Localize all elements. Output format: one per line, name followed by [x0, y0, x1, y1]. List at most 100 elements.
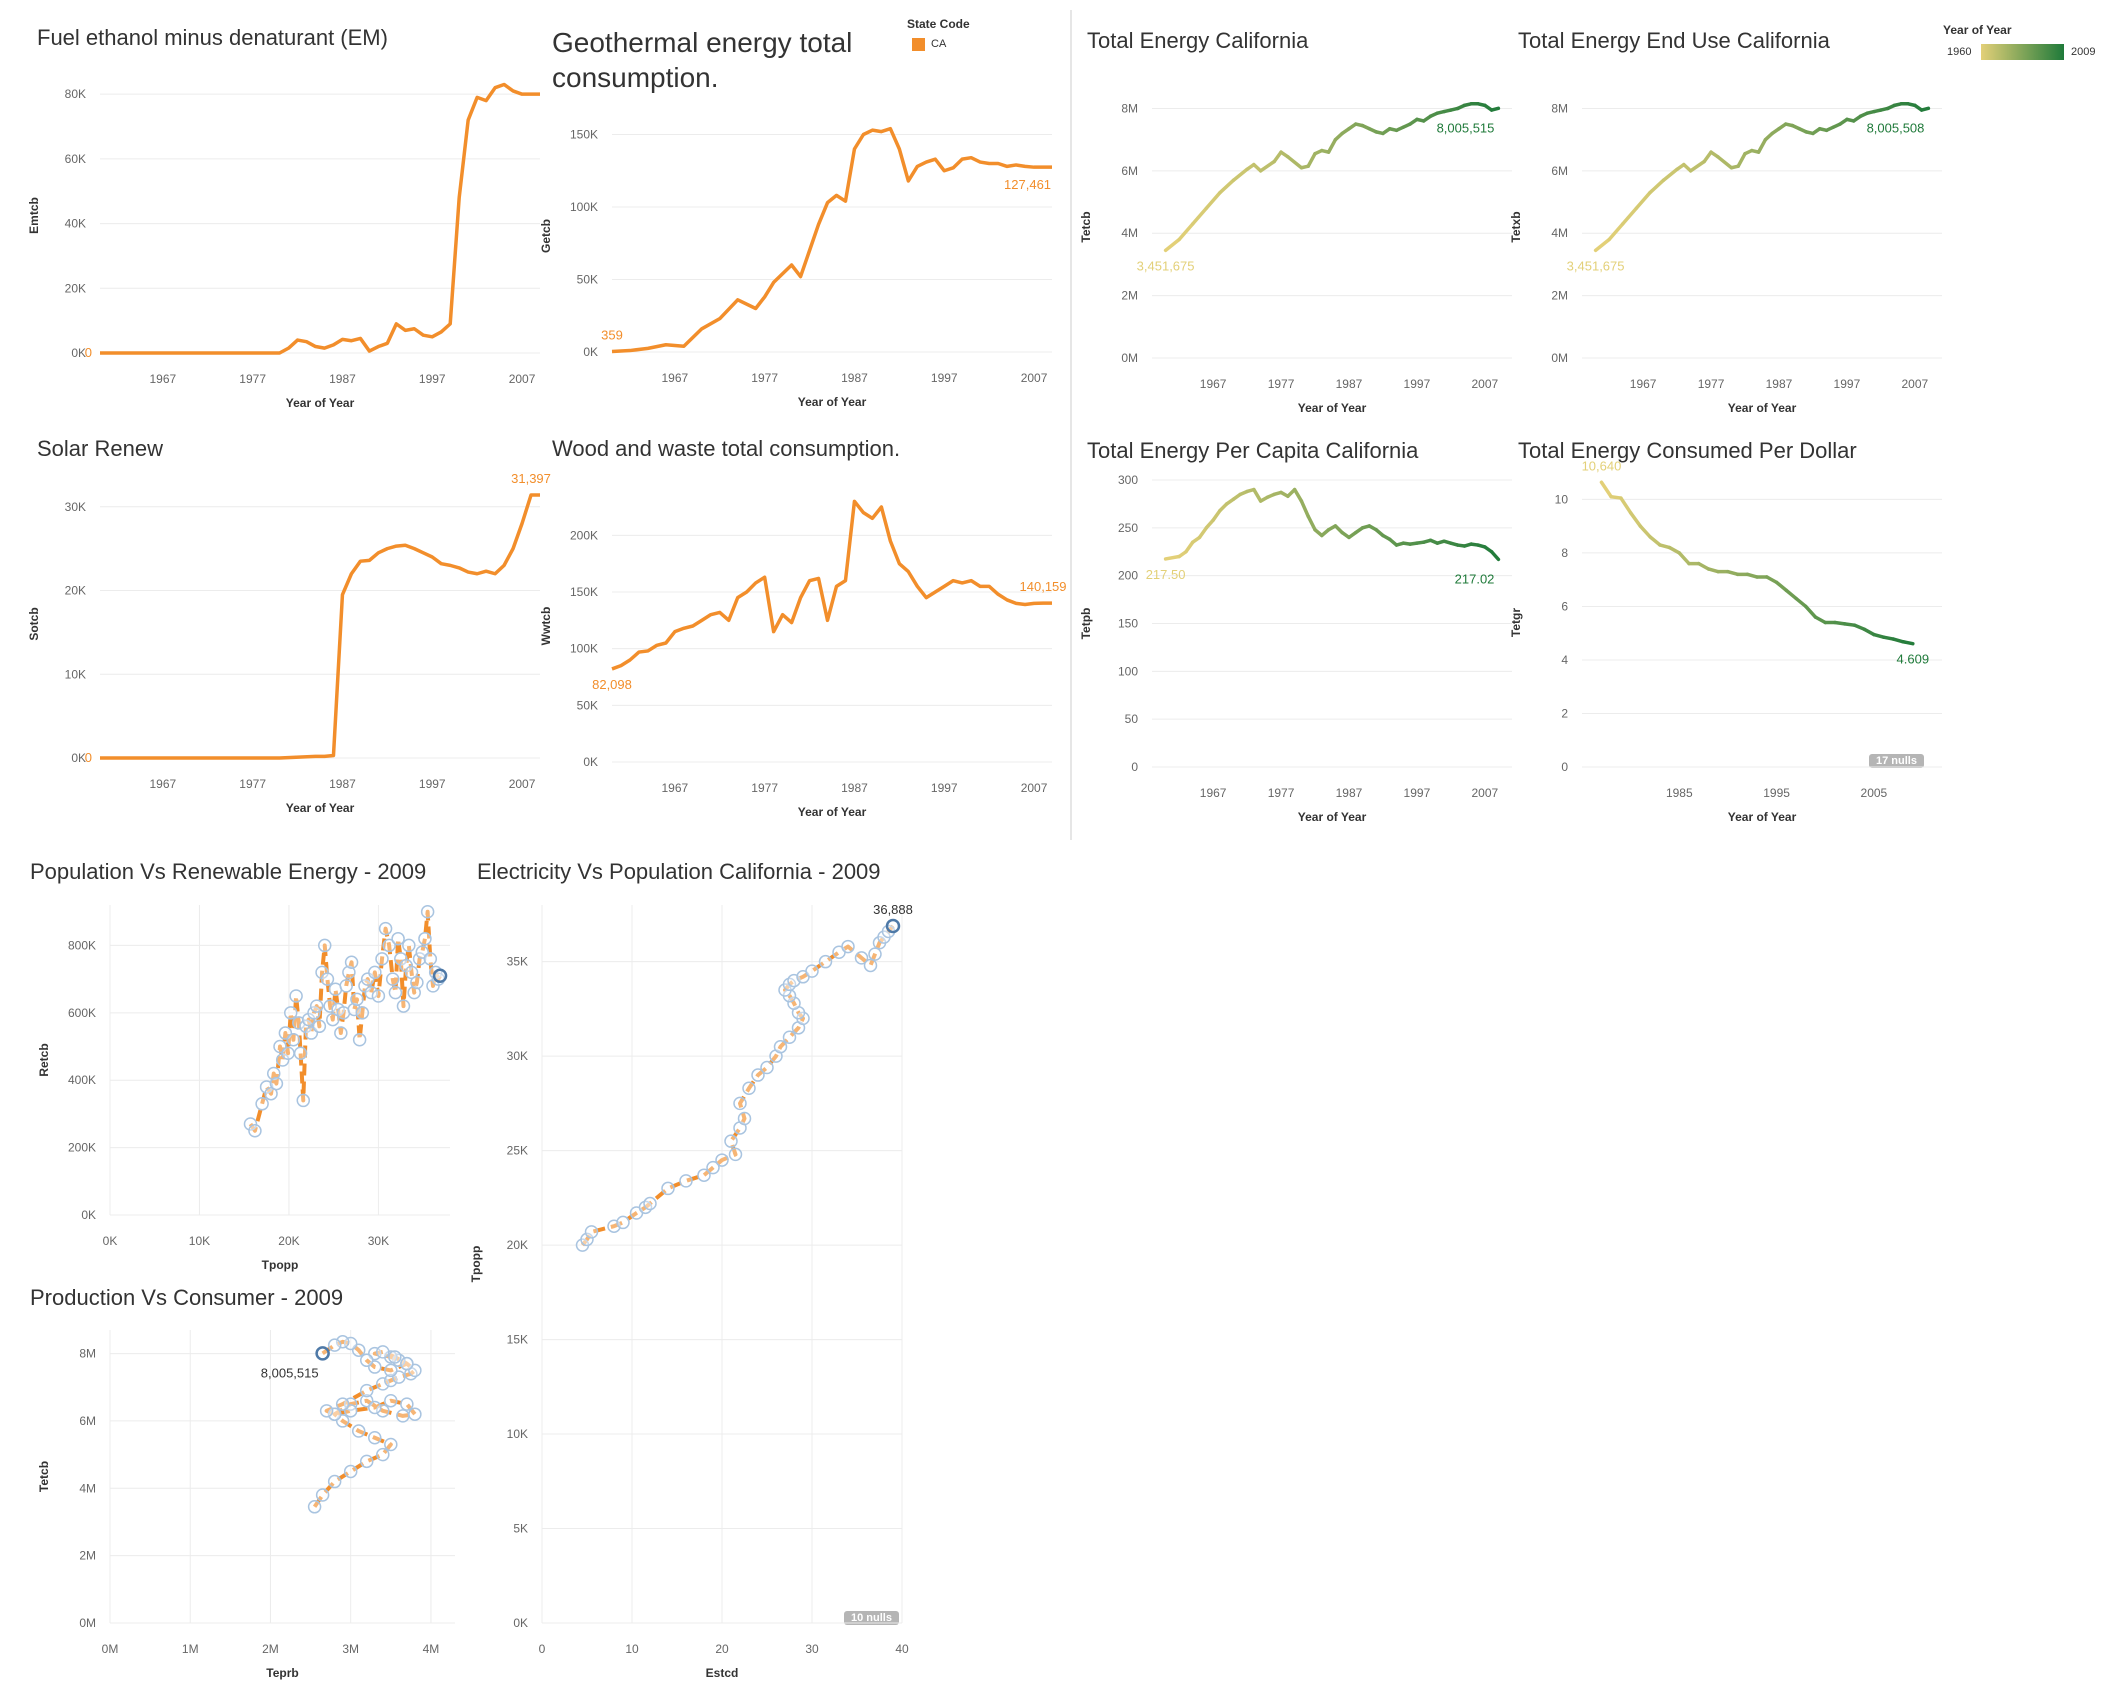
chart-ethanol: 0K 20K 40K 60K 80K 1967 1977 1987 1997 2007 Year o…	[27, 82, 540, 410]
x-tick-label: 1967	[662, 371, 689, 385]
data-point	[854, 951, 869, 965]
data-point	[733, 1096, 747, 1111]
legend-label-ca: CA	[931, 38, 947, 50]
series-line	[611, 126, 1052, 354]
data-point	[317, 938, 332, 953]
x-tick-label: 20K	[278, 1234, 299, 1248]
x-tick-label: 0	[539, 1642, 546, 1656]
data-point	[410, 975, 424, 990]
y-tick-label: 40K	[65, 217, 86, 231]
series-line-segment	[1218, 178, 1236, 195]
data-point	[289, 989, 303, 1003]
y-axis-title: Wwtcb	[539, 607, 553, 646]
data-point	[385, 972, 400, 986]
x-tick-label: 2007	[509, 372, 536, 386]
data-point	[885, 918, 901, 934]
y-tick-label: 150	[1118, 617, 1138, 631]
y-tick-label: 0	[1561, 760, 1568, 774]
data-point	[376, 1345, 390, 1359]
series-line-segment	[1286, 155, 1304, 170]
y-axis-title: Tetpb	[1079, 608, 1093, 640]
y-tick-label: 2M	[79, 1549, 96, 1563]
x-tick-label: 1997	[1834, 377, 1861, 391]
data-point	[309, 999, 324, 1013]
legend-gradient-bar[interactable]	[1981, 44, 2064, 60]
data-point	[293, 1046, 308, 1061]
series-line-segment	[1489, 106, 1501, 112]
divider	[1070, 10, 1072, 840]
x-tick-label: 2007	[1021, 371, 1048, 385]
series-line-segment	[1231, 167, 1249, 182]
data-label: 10,640	[1582, 458, 1622, 473]
x-tick-label: 1977	[1268, 786, 1295, 800]
chart-total_energy: 0M 2M 4M 6M 8M 1967 1977 1987 1997 2007 Year of Ye…	[1079, 101, 1512, 415]
y-tick-label: 150K	[570, 128, 598, 142]
x-tick-label: 2007	[1901, 377, 1928, 391]
data-point	[724, 1134, 738, 1148]
series-line-segment	[1794, 596, 1808, 609]
data-point	[391, 931, 405, 946]
data-point	[334, 1026, 348, 1040]
x-tick-label: 1997	[419, 372, 446, 386]
chart-total_end_use: 0M 2M 4M 6M 8M 1967 1977 1987 1997 2007 Year of Ye…	[1509, 101, 1942, 415]
data-label: 217.50	[1146, 567, 1186, 582]
y-tick-label: 80K	[65, 87, 86, 101]
data-point	[315, 1488, 330, 1502]
data-point	[378, 921, 393, 936]
data-point	[327, 1338, 342, 1352]
data-label: 4.609	[1897, 652, 1930, 667]
data-label: 3,451,675	[1137, 258, 1195, 273]
y-axis-title: Tetgr	[1509, 608, 1523, 637]
y-tick-label: 0K	[81, 1208, 96, 1222]
y-tick-label: 4M	[1121, 226, 1138, 240]
y-tick-label: 35K	[507, 955, 528, 969]
data-point	[376, 1447, 390, 1462]
data-point	[584, 1225, 599, 1239]
data-point	[404, 965, 419, 980]
y-tick-label: 50K	[577, 698, 598, 712]
x-tick-label: 20	[715, 1642, 729, 1656]
x-tick-label: 1997	[1404, 377, 1431, 391]
y-tick-label: 10	[1555, 492, 1569, 506]
x-tick-label: 1967	[662, 781, 689, 795]
series-line-segment	[1177, 222, 1195, 242]
y-tick-label: 6	[1561, 599, 1568, 613]
series-line-segment	[1191, 206, 1209, 226]
x-tick-label: 2007	[509, 777, 536, 791]
series-line-segment	[1756, 137, 1768, 154]
y-tick-label: 0K	[71, 346, 86, 360]
x-axis-title: Tpopp	[262, 1258, 299, 1272]
x-tick-label: 1985	[1666, 786, 1693, 800]
y-tick-label: 15K	[507, 1333, 528, 1347]
y-tick-label: 5K	[513, 1522, 528, 1536]
data-point	[412, 952, 427, 966]
data-point	[407, 985, 421, 1000]
series-line-segment	[1292, 487, 1304, 503]
y-axis-title: Getcb	[539, 219, 553, 253]
data-point	[841, 939, 855, 954]
x-axis-title: Year of Year	[286, 801, 355, 815]
y-tick-label: 150K	[570, 585, 598, 599]
series-line-segment	[1306, 514, 1317, 532]
data-point	[423, 952, 438, 966]
series-line-segment	[1258, 159, 1277, 173]
y-tick-label: 100	[1118, 664, 1138, 678]
x-axis-title: Year of Year	[286, 396, 355, 410]
data-point	[359, 1454, 374, 1469]
nulls-indicator[interactable]: 10 nulls	[844, 1611, 899, 1625]
x-tick-label: 1987	[329, 372, 356, 386]
data-label: 127,461	[1004, 177, 1051, 192]
nulls-indicator[interactable]: 17 nulls	[1869, 754, 1924, 768]
chart-elec_pop: 0K 5K 10K 15K 20K 25K 30K 35K 0 10 20 30 40 Estcd Tpop…	[469, 902, 913, 1680]
data-label: 0	[85, 345, 92, 360]
x-tick-label: 1987	[841, 371, 868, 385]
x-tick-label: 1997	[419, 777, 446, 791]
chart-title: Total Energy Per Capita California	[1087, 438, 1419, 463]
y-tick-label: 60K	[65, 152, 86, 166]
series-line-segment	[1677, 551, 1691, 566]
data-label: 140,159	[1020, 579, 1067, 594]
data-label: 359	[601, 327, 623, 342]
y-tick-label: 25K	[507, 1144, 528, 1158]
legend-swatch-ca[interactable]	[912, 38, 925, 51]
